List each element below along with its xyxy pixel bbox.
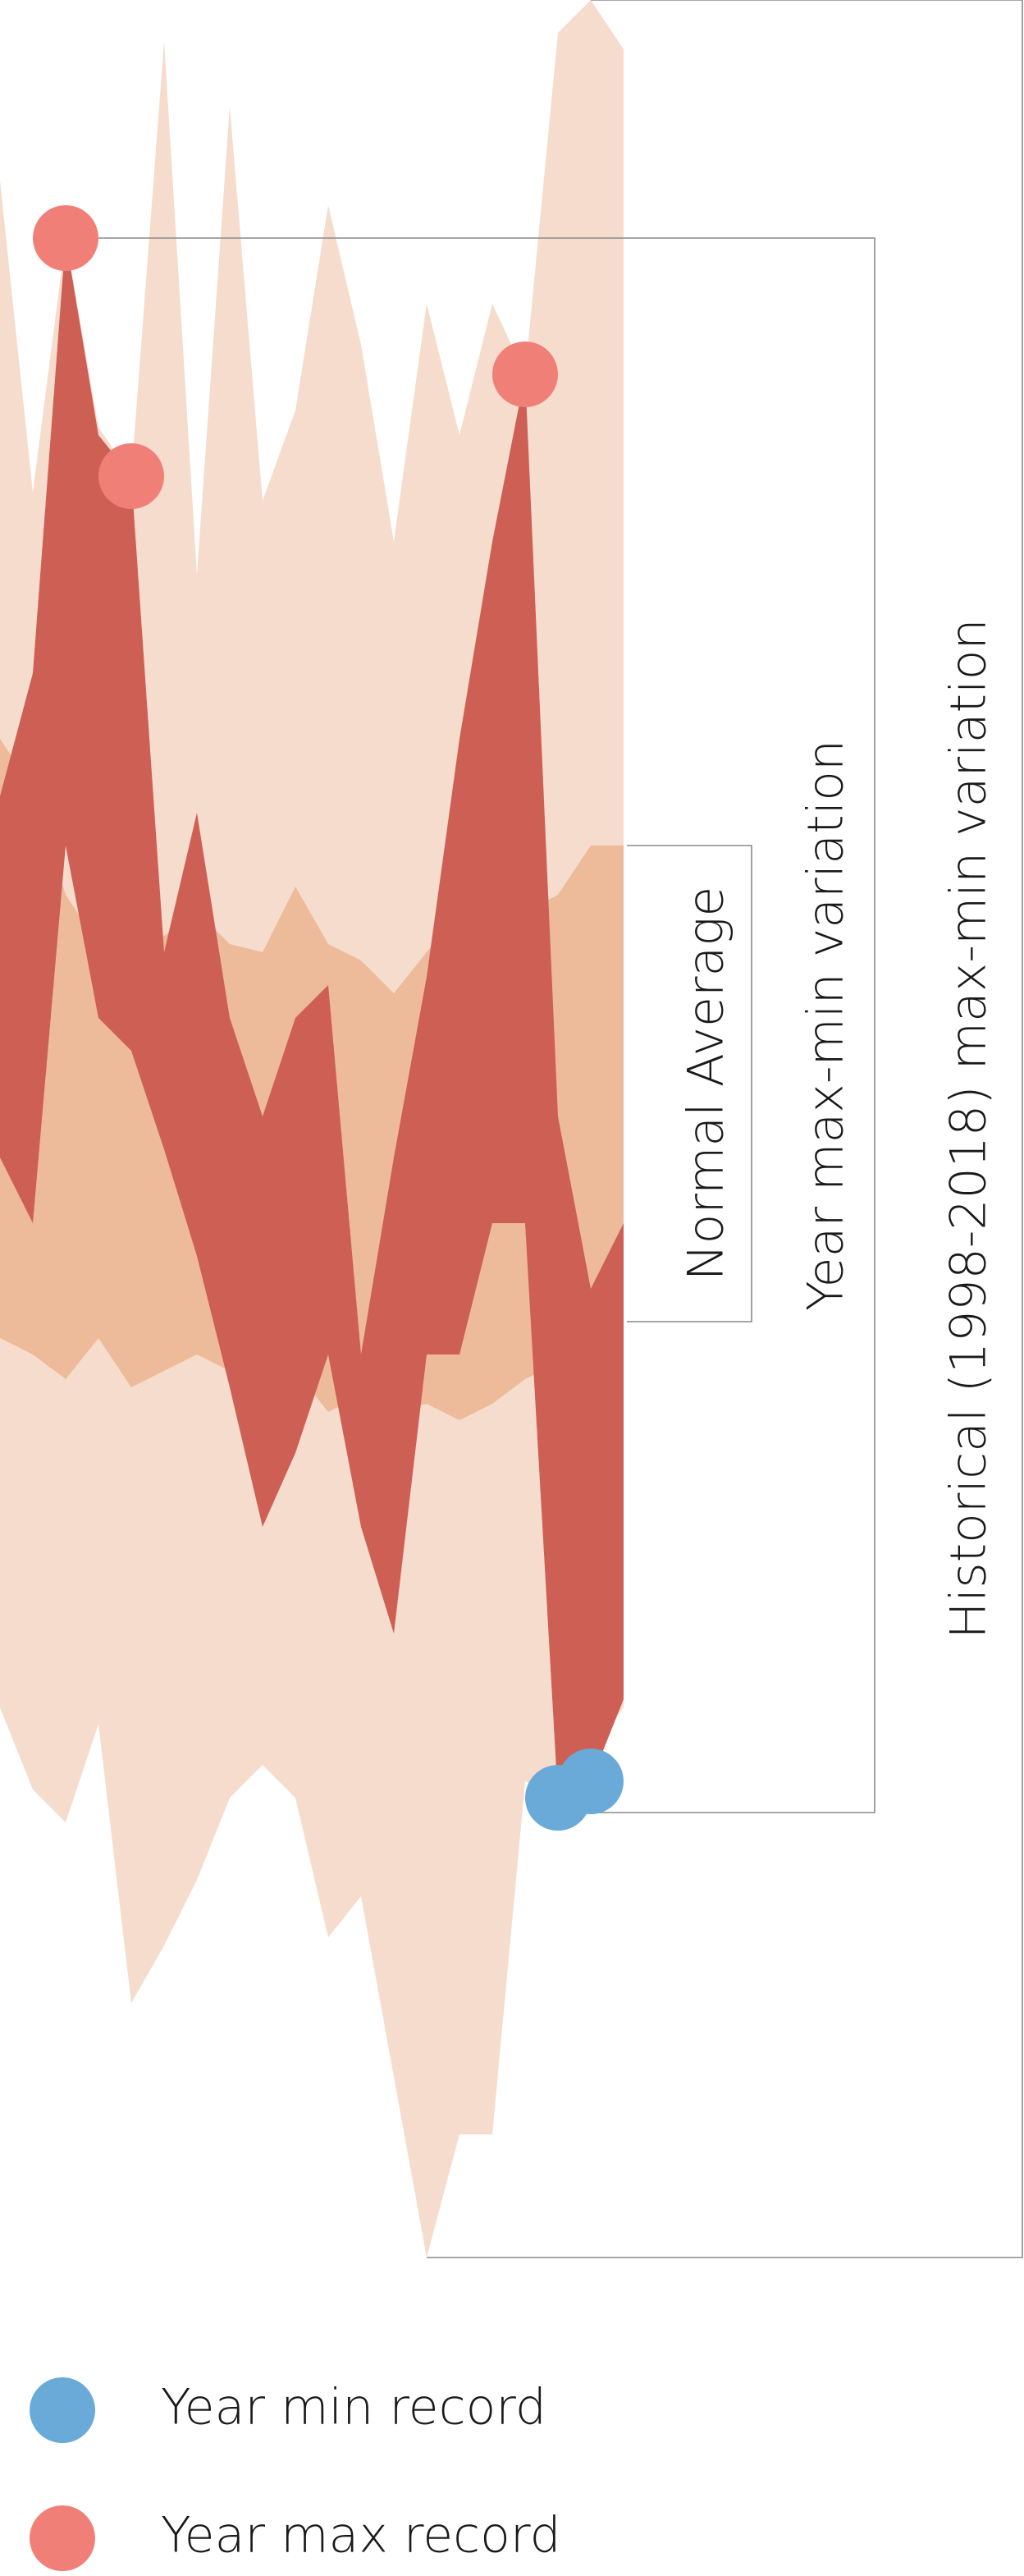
bands (0, 0, 624, 2257)
bracket (627, 845, 752, 1322)
legend-label: Year max record (161, 2507, 561, 2565)
legend-swatch (30, 2377, 95, 2443)
bracket (427, 0, 1023, 2258)
bracket (79, 237, 875, 1813)
brackets: Historical (1998-2018) max-min variation… (79, 0, 1023, 2258)
max-record (492, 341, 558, 407)
legend-label: Year min record (161, 2379, 546, 2436)
legend: Year min record Year max record (30, 2377, 561, 2571)
min-record (558, 1749, 624, 1814)
legend-swatch (30, 2505, 95, 2571)
max-record (33, 205, 98, 271)
max-record (98, 443, 164, 509)
record-markers (33, 205, 624, 1831)
band-area (0, 238, 624, 1798)
bracket-label: Normal Average (678, 887, 735, 1281)
bracket-label: Historical (1998-2018) max-min variation (940, 619, 998, 1639)
bracket-label: Year max-min variation (798, 740, 855, 1311)
